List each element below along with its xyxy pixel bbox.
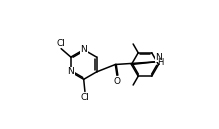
- Text: Cl: Cl: [80, 93, 89, 102]
- Text: N: N: [67, 67, 74, 76]
- Text: Cl: Cl: [56, 39, 65, 48]
- Text: H: H: [157, 58, 164, 67]
- Text: N: N: [80, 45, 87, 54]
- Text: N: N: [155, 53, 162, 62]
- Text: O: O: [114, 77, 121, 86]
